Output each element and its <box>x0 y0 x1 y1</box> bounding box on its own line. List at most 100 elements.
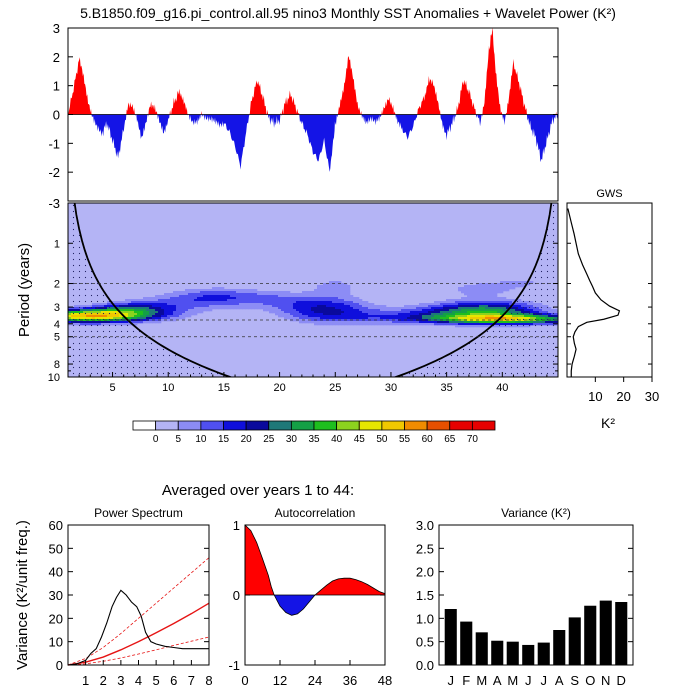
wavelet-cell <box>452 299 456 302</box>
wavelet-cell <box>323 317 327 320</box>
wavelet-cell <box>482 291 486 294</box>
wavelet-cell <box>344 315 348 318</box>
wavelet-cell <box>140 309 144 312</box>
wavelet-cell <box>155 321 159 324</box>
y-tick-label: -3 <box>48 196 60 211</box>
wavelet-cell <box>215 287 219 290</box>
wavelet-cell <box>239 307 243 310</box>
wavelet-cell <box>413 307 417 310</box>
wavelet-cell <box>398 311 402 314</box>
wavelet-cell <box>521 283 525 286</box>
wavelet-cell <box>158 299 162 302</box>
wavelet-cell <box>470 297 474 300</box>
wavelet-cell <box>143 317 147 320</box>
wavelet-cell <box>371 311 375 314</box>
wavelet-cell <box>194 297 198 300</box>
wavelet-cell <box>386 307 390 310</box>
colorbar-box <box>358 420 383 431</box>
wavelet-cell <box>293 319 297 322</box>
wavelet-cell <box>158 315 162 318</box>
wavelet-cell <box>311 317 315 320</box>
wavelet-cell <box>497 287 501 290</box>
wavelet-cell <box>116 305 120 308</box>
wavelet-cell <box>413 309 417 312</box>
wavelet-cell <box>512 281 516 284</box>
wavelet-cell <box>275 309 279 312</box>
wavelet-cell <box>311 311 315 314</box>
wavelet-cell <box>479 295 483 298</box>
wavelet-cell <box>290 307 294 310</box>
wavelet-cell <box>239 291 243 294</box>
wavelet-cell <box>485 303 489 306</box>
wavelet-cell <box>158 321 162 324</box>
wavelet-cell <box>434 305 438 308</box>
wavelet-cell <box>485 315 489 318</box>
wavelet-cell <box>377 321 381 324</box>
wavelet-cell <box>251 297 255 300</box>
wavelet-cell <box>461 315 465 318</box>
y-axis-label: Variance (K²/unit freq.) <box>14 520 31 670</box>
wavelet-cell <box>341 319 345 322</box>
wavelet-cell <box>482 307 486 310</box>
wavelet-cell <box>509 299 513 302</box>
wavelet-cell <box>482 311 486 314</box>
wavelet-cell <box>344 311 348 314</box>
wavelet-cell <box>323 303 327 306</box>
wavelet-cell <box>311 321 315 324</box>
wavelet-cell <box>488 305 492 308</box>
wavelet-cell <box>221 287 225 290</box>
wavelet-cell <box>488 293 492 296</box>
wavelet-cell <box>419 307 423 310</box>
wavelet-cell <box>329 293 333 296</box>
wavelet-cell <box>482 297 486 300</box>
wavelet-cell <box>314 315 318 318</box>
wavelet-cell <box>449 317 453 320</box>
wavelet-cell <box>467 303 471 306</box>
wavelet-cell <box>350 297 354 300</box>
colorbar-box <box>268 420 292 431</box>
wavelet-cell <box>440 303 444 306</box>
wavelet-cell <box>281 309 285 312</box>
wavelet-cell <box>500 299 504 302</box>
wavelet-cell <box>266 307 270 310</box>
wavelet-cell <box>284 291 288 294</box>
wavelet-cell <box>281 293 285 296</box>
wavelet-cell <box>347 301 351 304</box>
wavelet-cell <box>416 315 420 318</box>
wavelet-cell <box>143 303 147 306</box>
wavelet-cell <box>302 315 306 318</box>
wavelet-cell <box>473 297 477 300</box>
wavelet-cell <box>278 299 282 302</box>
wavelet-cell <box>491 313 495 316</box>
wavelet-cell <box>188 313 192 316</box>
wavelet-cell <box>152 321 156 324</box>
wavelet-cell <box>428 305 432 308</box>
wavelet-cell <box>479 315 483 318</box>
wavelet-cell <box>518 285 522 288</box>
x-tick-label: 0 <box>241 673 248 688</box>
wavelet-cell <box>290 303 294 306</box>
wavelet-cell <box>434 321 438 324</box>
wavelet-cell <box>452 309 456 312</box>
wavelet-cell <box>158 307 162 310</box>
wavelet-cell <box>356 315 360 318</box>
wavelet-cell <box>434 317 438 320</box>
wavelet-cell <box>455 319 459 322</box>
wavelet-cell <box>491 307 495 310</box>
wavelet-cell <box>137 301 141 304</box>
wavelet-cell <box>293 301 297 304</box>
colorbar-box <box>449 420 473 431</box>
wavelet-cell <box>170 301 174 304</box>
wavelet-cell <box>350 305 354 308</box>
wavelet-cell <box>308 297 312 300</box>
wavelet-cell <box>485 285 489 288</box>
wavelet-cell <box>461 287 465 290</box>
wavelet-cell <box>467 289 471 292</box>
wavelet-cell <box>326 315 330 318</box>
wavelet-cell <box>332 291 336 294</box>
wavelet-cell <box>302 305 306 308</box>
wavelet-cell <box>329 307 333 310</box>
wavelet-cell <box>356 321 360 324</box>
wavelet-cell <box>446 301 450 304</box>
wavelet-cell <box>167 307 171 310</box>
